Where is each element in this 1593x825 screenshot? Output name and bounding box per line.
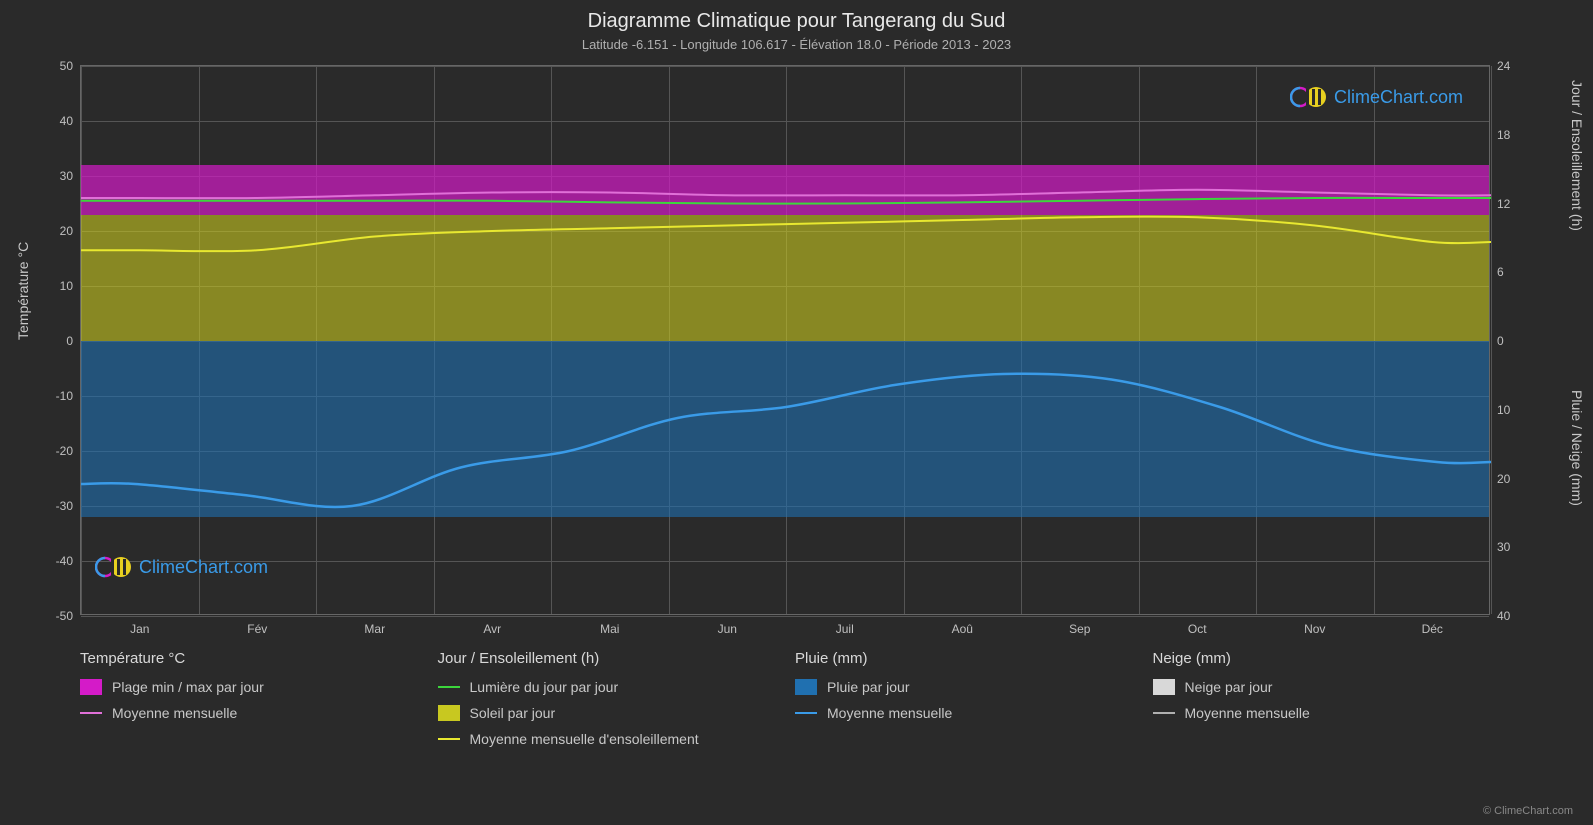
- x-tick-month: Oct: [1188, 614, 1207, 636]
- watermark-text: ClimeChart.com: [139, 557, 268, 578]
- lines-overlay: [81, 66, 1491, 616]
- y-tick-right-bottom: 40: [1489, 609, 1510, 623]
- legend-item-label: Moyenne mensuelle: [827, 705, 952, 721]
- legend-line-swatch: [1153, 712, 1175, 714]
- x-tick-month: Mai: [600, 614, 619, 636]
- y-tick-right-bottom: 30: [1489, 540, 1510, 554]
- x-tick-month: Jan: [130, 614, 149, 636]
- y-axis-left-label: Température °C: [15, 242, 31, 340]
- watermark-text: ClimeChart.com: [1334, 87, 1463, 108]
- gridline-horizontal: [81, 616, 1489, 617]
- climate-chart-container: Diagramme Climatique pour Tangerang du S…: [0, 0, 1593, 825]
- y-axis-right-bottom-label: Pluie / Neige (mm): [1569, 390, 1585, 506]
- gridline-vertical: [1491, 66, 1492, 614]
- chart-plot-area: -50-40-30-20-100102030405006121824102030…: [80, 65, 1490, 615]
- chart-subtitle: Latitude -6.151 - Longitude 106.617 - Él…: [0, 33, 1593, 52]
- watermark-top: ClimeChart.com: [1290, 85, 1463, 109]
- legend-item: Moyenne mensuelle: [1153, 705, 1491, 721]
- chart-title: Diagramme Climatique pour Tangerang du S…: [0, 0, 1593, 33]
- x-tick-month: Mar: [364, 614, 385, 636]
- y-tick-right-top: 24: [1489, 59, 1510, 73]
- x-tick-month: Déc: [1422, 614, 1443, 636]
- legend-column: Jour / Ensoleillement (h) Lumière du jour…: [438, 650, 776, 757]
- y-tick-left: -30: [41, 499, 81, 513]
- x-tick-month: Nov: [1304, 614, 1325, 636]
- y-tick-left: -10: [41, 389, 81, 403]
- legend-column-title: Jour / Ensoleillement (h): [438, 650, 776, 667]
- legend-swatch: [80, 679, 102, 695]
- y-tick-right-top: 18: [1489, 128, 1510, 142]
- legend-swatch: [438, 705, 460, 721]
- watermark-bottom: ClimeChart.com: [95, 555, 268, 579]
- legend-item: Moyenne mensuelle d'ensoleillement: [438, 731, 776, 747]
- legend-item: Plage min / max par jour: [80, 679, 418, 695]
- legend-item: Neige par jour: [1153, 679, 1491, 695]
- rain-mean-line: [81, 374, 1491, 507]
- legend-column: Neige (mm) Neige par jour Moyenne mensuell…: [1153, 650, 1491, 757]
- legend-swatch: [1153, 679, 1175, 695]
- y-tick-left: -20: [41, 444, 81, 458]
- legend-item: Moyenne mensuelle: [795, 705, 1133, 721]
- legend-item-label: Soleil par jour: [470, 705, 556, 721]
- legend-line-swatch: [80, 712, 102, 714]
- legend-item-label: Plage min / max par jour: [112, 679, 264, 695]
- y-axis-right-top-label: Jour / Ensoleillement (h): [1569, 80, 1585, 231]
- legend-line-swatch: [795, 712, 817, 714]
- y-tick-left: 50: [41, 59, 81, 73]
- legend-line-swatch: [438, 686, 460, 688]
- x-tick-month: Sep: [1069, 614, 1090, 636]
- legend-area: Température °C Plage min / max par jour Mo…: [80, 650, 1490, 757]
- legend-line-swatch: [438, 738, 460, 740]
- y-tick-right-bottom: 10: [1489, 403, 1510, 417]
- y-tick-left: 40: [41, 114, 81, 128]
- legend-column: Température °C Plage min / max par jour Mo…: [80, 650, 418, 757]
- y-tick-left: 30: [41, 169, 81, 183]
- daylight-line: [81, 198, 1491, 204]
- legend-column: Pluie (mm) Pluie par jour Moyenne mensuell…: [795, 650, 1133, 757]
- legend-item: Moyenne mensuelle: [80, 705, 418, 721]
- legend-column-title: Température °C: [80, 650, 418, 667]
- temp-mean-line: [81, 190, 1491, 198]
- legend-item: Pluie par jour: [795, 679, 1133, 695]
- y-tick-left: 10: [41, 279, 81, 293]
- x-tick-month: Juil: [836, 614, 854, 636]
- legend-item-label: Moyenne mensuelle: [112, 705, 237, 721]
- x-tick-month: Aoû: [952, 614, 973, 636]
- legend-swatch: [795, 679, 817, 695]
- legend-column-title: Neige (mm): [1153, 650, 1491, 667]
- legend-item-label: Neige par jour: [1185, 679, 1273, 695]
- logo-icon: [1290, 85, 1328, 109]
- x-tick-month: Jun: [718, 614, 737, 636]
- sunshine-mean-line: [81, 217, 1491, 252]
- legend-item-label: Moyenne mensuelle: [1185, 705, 1310, 721]
- y-tick-left: -50: [41, 609, 81, 623]
- y-tick-right-bottom: 20: [1489, 472, 1510, 486]
- x-tick-month: Avr: [483, 614, 501, 636]
- plot-surface: -50-40-30-20-100102030405006121824102030…: [80, 65, 1490, 615]
- legend-column-title: Pluie (mm): [795, 650, 1133, 667]
- x-tick-month: Fév: [247, 614, 267, 636]
- legend-item-label: Moyenne mensuelle d'ensoleillement: [470, 731, 699, 747]
- y-tick-left: -40: [41, 554, 81, 568]
- copyright-text: © ClimeChart.com: [1483, 805, 1573, 817]
- legend-item: Lumière du jour par jour: [438, 679, 776, 695]
- y-tick-left: 20: [41, 224, 81, 238]
- y-tick-right-top: 12: [1489, 197, 1510, 211]
- legend-item: Soleil par jour: [438, 705, 776, 721]
- legend-item-label: Lumière du jour par jour: [470, 679, 619, 695]
- y-tick-left: 0: [41, 334, 81, 348]
- logo-icon: [95, 555, 133, 579]
- legend-item-label: Pluie par jour: [827, 679, 910, 695]
